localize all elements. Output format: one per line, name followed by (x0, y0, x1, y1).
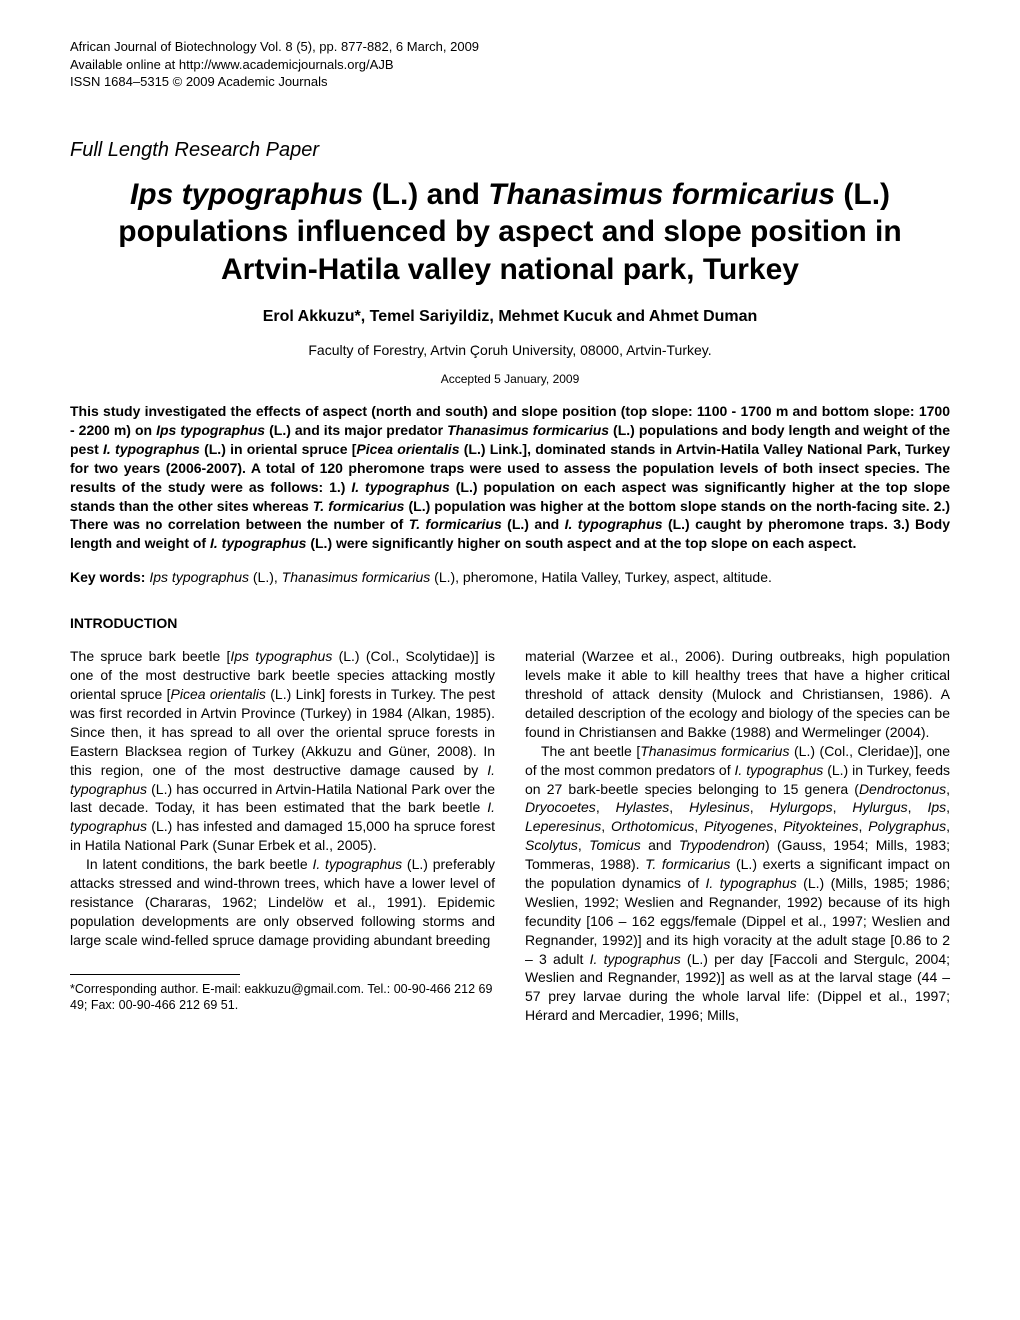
intro-paragraph-1: The spruce bark beetle [Ips typographus … (70, 647, 495, 855)
accepted-date: Accepted 5 January, 2009 (70, 372, 950, 386)
journal-issn: ISSN 1684–5315 © 2009 Academic Journals (70, 73, 950, 91)
title-species-2: Thanasimus formicarius (488, 178, 835, 211)
corresponding-author-footnote: *Corresponding author. E-mail: eakkuzu@g… (70, 981, 495, 1014)
paper-title: Ips typographus (L.) and Thanasimus form… (70, 176, 950, 289)
authors: Erol Akkuzu*, Temel Sariyildiz, Mehmet K… (70, 308, 950, 326)
column-right: material (Warzee et al., 2006). During o… (525, 647, 950, 1025)
journal-citation: African Journal of Biotechnology Vol. 8 … (70, 38, 950, 56)
intro-paragraph-4: The ant beetle [Thanasimus formicarius (… (525, 742, 950, 1025)
affiliation: Faculty of Forestry, Artvin Çoruh Univer… (70, 342, 950, 358)
paper-type: Full Length Research Paper (70, 139, 950, 162)
body-columns: The spruce bark beetle [Ips typographus … (70, 647, 950, 1025)
column-left: The spruce bark beetle [Ips typographus … (70, 647, 495, 1025)
journal-url: Available online at http://www.academicj… (70, 56, 950, 74)
intro-paragraph-2: In latent conditions, the bark beetle I.… (70, 855, 495, 949)
intro-paragraph-3: material (Warzee et al., 2006). During o… (525, 647, 950, 741)
title-species-1: Ips typographus (130, 178, 363, 211)
keywords: Key words: Ips typographus (L.), Thanasi… (70, 569, 950, 585)
footnote-divider (70, 974, 240, 975)
journal-header: African Journal of Biotechnology Vol. 8 … (70, 38, 950, 91)
abstract: This study investigated the effects of a… (70, 402, 950, 553)
keywords-label: Key words: (70, 569, 145, 585)
section-heading-introduction: INTRODUCTION (70, 615, 950, 631)
